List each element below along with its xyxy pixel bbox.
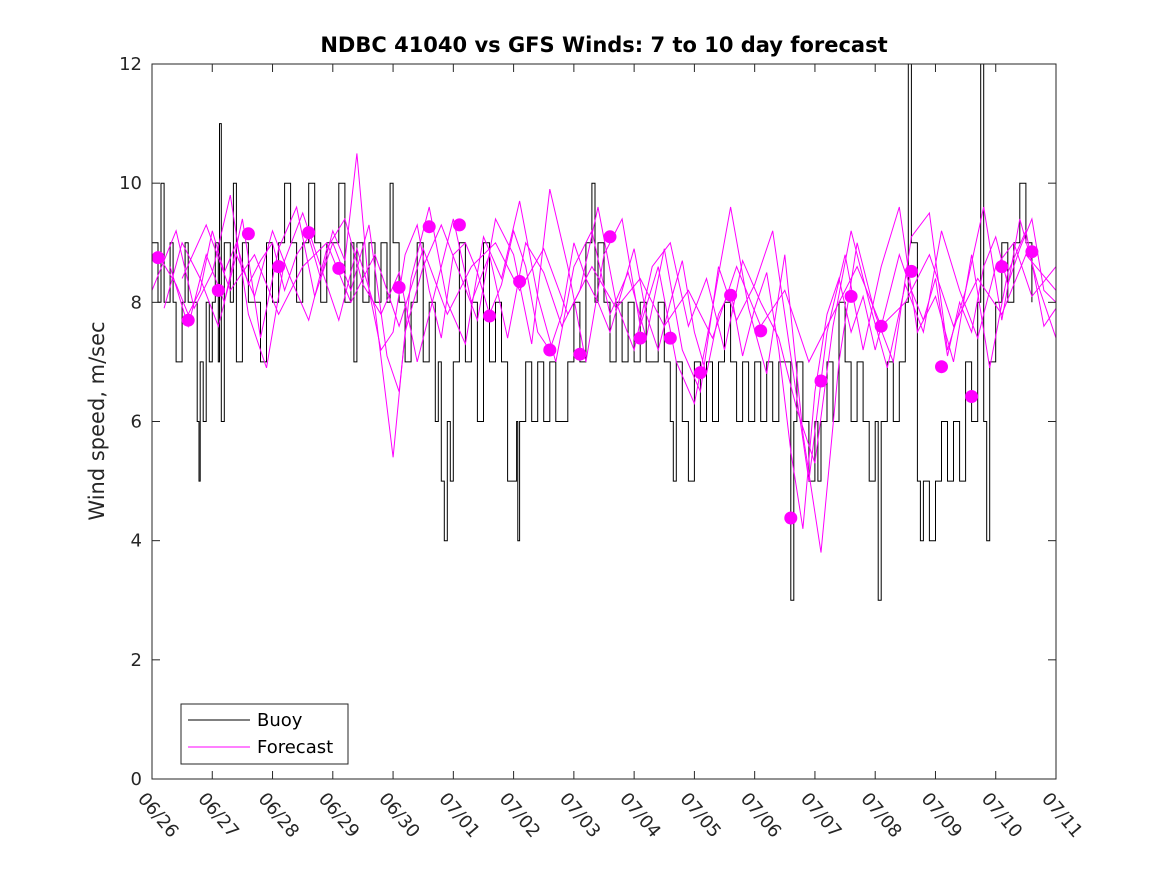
y-tick-label: 10 (119, 173, 142, 194)
forecast-marker (724, 288, 738, 302)
forecast-series-line (181, 223, 1056, 364)
forecast-marker (452, 218, 466, 232)
forecast-marker (814, 374, 828, 388)
forecast-marker (693, 366, 707, 380)
forecast-marker (302, 226, 316, 240)
forecast-marker (422, 220, 436, 234)
forecast-marker (152, 251, 165, 265)
y-axis-label: Wind speed, m/sec (85, 321, 109, 520)
forecast-marker (603, 230, 617, 244)
forecast-marker (272, 260, 286, 274)
forecast-marker (784, 511, 798, 525)
forecast-marker (935, 360, 948, 374)
forecast-marker (181, 313, 195, 327)
forecast-series-line (163, 206, 1056, 464)
forecast-marker (483, 309, 496, 323)
forecast-marker (1025, 245, 1039, 259)
forecast-marker (332, 261, 346, 275)
forecast-marker (995, 260, 1009, 274)
forecast-marker (543, 343, 557, 357)
forecast-marker (844, 289, 858, 303)
y-tick-label: 2 (131, 650, 142, 671)
legend-label-forecast: Forecast (257, 737, 333, 758)
series-layer (152, 64, 1056, 601)
forecast-marker (513, 275, 527, 288)
forecast-marker (965, 390, 979, 403)
forecast-marker (241, 227, 255, 241)
forecast-marker (874, 319, 888, 333)
forecast-marker (573, 347, 587, 361)
y-tick-label: 12 (119, 54, 142, 75)
buoy-series-line (152, 64, 1033, 601)
forecast-marker (392, 280, 406, 294)
y-tick-label: 6 (131, 412, 142, 433)
forecast-marker (754, 324, 768, 338)
forecast-series-line (157, 153, 1056, 529)
y-tick-label: 0 (131, 769, 142, 790)
forecast-marker (633, 331, 647, 345)
legend-box (180, 703, 349, 765)
chart-title: NDBC 41040 vs GFS Winds: 7 to 10 day for… (320, 33, 887, 57)
legend: Buoy Forecast (180, 703, 349, 765)
forecast-marker (904, 264, 918, 278)
y-tick-label: 4 (131, 531, 142, 552)
y-axis: 0 2 4 6 8 10 12 (119, 54, 1056, 790)
y-tick-label: 8 (131, 292, 142, 313)
forecast-marker (211, 283, 225, 297)
legend-label-buoy: Buoy (257, 710, 303, 731)
forecast-marker (663, 331, 677, 345)
